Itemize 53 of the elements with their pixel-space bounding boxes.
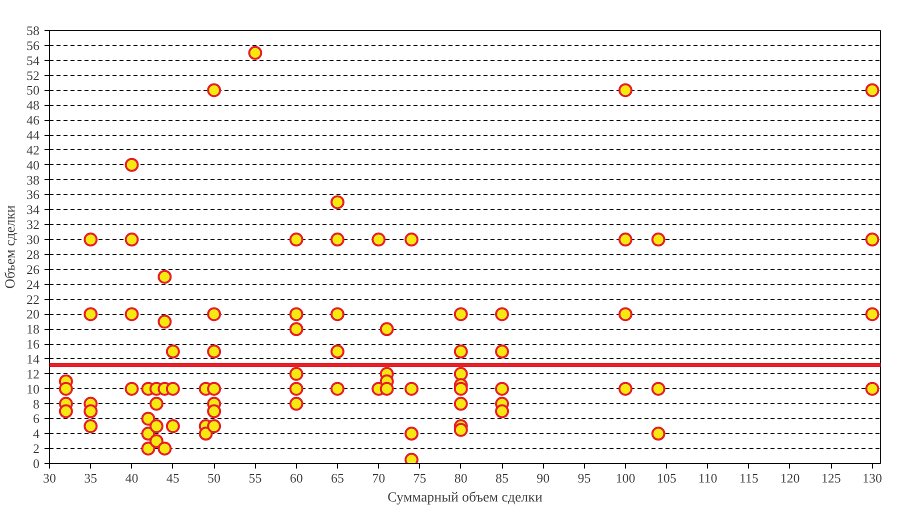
y-tick-label: 48 — [26, 98, 40, 113]
x-tick-label: 100 — [616, 470, 636, 486]
y-tick-label: 4 — [33, 426, 40, 442]
x-tick-label: 75 — [413, 470, 426, 486]
x-tick-label: 60 — [290, 470, 303, 486]
y-tick-label: 16 — [26, 336, 40, 352]
x-tick-label: 80 — [454, 470, 468, 486]
y-tick-label: 42 — [26, 142, 40, 158]
y-tick-label: 22 — [26, 292, 40, 307]
x-tick-label: 70 — [372, 470, 386, 486]
y-tick-label: 30 — [26, 232, 40, 248]
x-tick-label: 120 — [780, 470, 800, 486]
y-tick-label: 34 — [26, 202, 40, 218]
x-tick-label: 65 — [330, 470, 344, 486]
y-tick-label: 46 — [26, 112, 40, 128]
y-tick-label: 58 — [26, 23, 40, 38]
x-tick-label: 45 — [166, 470, 180, 486]
x-axis-title: Суммарный объем сделки — [388, 490, 543, 506]
y-tick-label: 26 — [26, 262, 40, 277]
y-tick-label: 2 — [33, 441, 40, 456]
x-tick-label: 30 — [43, 470, 56, 486]
x-tick-label: 40 — [125, 470, 138, 486]
y-tick-label: 56 — [26, 38, 40, 53]
x-tick-label: 55 — [248, 470, 262, 486]
y-tick-label: 12 — [26, 366, 40, 382]
x-tick-label: 50 — [208, 470, 221, 486]
y-tick-label: 28 — [26, 246, 40, 262]
y-tick-label: 24 — [26, 276, 40, 292]
x-tick-label: 95 — [578, 470, 591, 486]
x-tick-label: 110 — [698, 470, 718, 486]
y-tick-label: 44 — [26, 128, 40, 143]
y-axis-title: Объем сделки — [4, 204, 18, 289]
y-tick-label: 50 — [26, 82, 40, 98]
y-tick-label: 36 — [26, 187, 40, 202]
y-tick-label: 38 — [26, 172, 40, 188]
y-tick-label: 32 — [26, 217, 40, 232]
x-tick-label: 105 — [656, 470, 676, 486]
x-tick-label: 125 — [821, 470, 841, 486]
y-tick-label: 18 — [26, 322, 40, 337]
x-tick-label: 90 — [536, 470, 550, 486]
x-tick-label: 130 — [862, 470, 882, 486]
x-tick-label: 115 — [739, 470, 758, 486]
y-tick-label: 10 — [26, 381, 40, 396]
y-tick-label: 20 — [26, 306, 40, 322]
y-tick-label: 54 — [26, 52, 40, 68]
y-tick-label: 8 — [33, 396, 40, 412]
y-tick-label: 40 — [26, 157, 40, 172]
y-tick-label: 14 — [26, 351, 40, 366]
y-tick-label: 0 — [33, 456, 40, 471]
y-tick-label: 6 — [33, 411, 40, 426]
y-tick-label: 52 — [26, 68, 40, 83]
x-tick-label: 85 — [496, 470, 509, 486]
x-tick-label: 35 — [84, 470, 98, 486]
